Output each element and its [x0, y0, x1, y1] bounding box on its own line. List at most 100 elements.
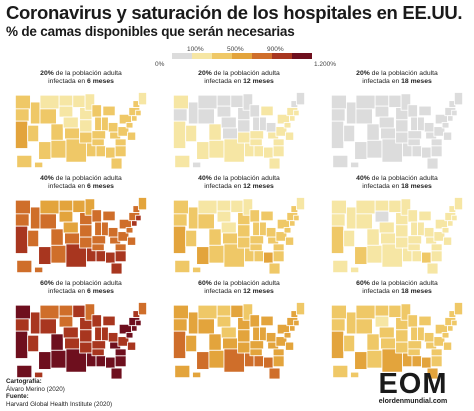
state-shape	[172, 213, 188, 227]
state-shape	[230, 94, 244, 108]
state-shape	[208, 228, 222, 246]
legend-swatch	[252, 53, 272, 59]
state-shape	[137, 92, 148, 106]
state-shape	[355, 213, 373, 230]
state-shape	[374, 210, 390, 223]
us-choropleth-map	[172, 302, 306, 379]
scenario-period: 12 meses	[243, 183, 274, 190]
state-shape	[332, 364, 349, 379]
state-shape	[110, 262, 123, 274]
state-shape	[27, 334, 40, 353]
state-shape	[208, 333, 222, 351]
state-shape	[423, 332, 435, 343]
scenario-period: 12 meses	[243, 288, 274, 295]
state-shape	[39, 304, 60, 320]
state-shape	[259, 326, 267, 342]
scenario-period: 6 meses	[87, 288, 114, 295]
state-shape	[443, 236, 453, 246]
state-shape	[105, 251, 116, 264]
state-shape	[110, 157, 123, 169]
state-shape	[172, 225, 187, 254]
state-shape	[330, 94, 347, 110]
state-shape	[330, 120, 345, 149]
state-shape	[265, 332, 277, 343]
state-shape	[38, 351, 52, 370]
state-shape	[411, 145, 423, 158]
state-shape	[374, 105, 390, 118]
state-shape	[441, 227, 450, 234]
state-shape	[407, 104, 418, 118]
state-shape	[174, 364, 191, 379]
cartography-label: Cartografía:	[6, 378, 42, 385]
state-shape	[388, 94, 402, 108]
state-shape	[378, 221, 395, 234]
state-shape	[421, 251, 432, 264]
scenario-line1: de la población adulta	[211, 175, 280, 182]
scenario-line2: infectada en	[362, 78, 402, 85]
state-shape	[252, 221, 260, 237]
state-shape	[101, 326, 109, 342]
state-shape	[259, 116, 267, 132]
state-shape	[441, 332, 450, 339]
state-shape	[16, 259, 33, 274]
legend-swatch	[192, 53, 212, 59]
state-shape	[253, 250, 265, 263]
state-shape	[350, 266, 360, 274]
state-shape	[237, 131, 251, 144]
state-shape	[174, 259, 191, 274]
us-choropleth-map	[330, 197, 464, 274]
state-shape	[172, 318, 188, 332]
scenario-line2: infectada en	[362, 183, 402, 190]
state-shape	[407, 314, 418, 328]
state-shape	[64, 232, 81, 245]
state-shape	[237, 224, 251, 238]
state-shape	[185, 229, 198, 248]
state-shape	[430, 138, 443, 147]
state-shape	[260, 210, 274, 222]
state-shape	[50, 244, 67, 264]
state-shape	[220, 116, 237, 129]
state-shape	[330, 304, 347, 320]
state-shape	[79, 119, 93, 133]
state-shape	[275, 336, 288, 347]
state-shape	[423, 227, 435, 238]
state-shape	[411, 250, 423, 263]
state-shape	[263, 251, 274, 264]
state-shape	[27, 124, 40, 143]
state-shape	[94, 116, 102, 132]
us-choropleth-map	[172, 92, 306, 169]
scenario-caption: 60% de la población adulta infectada en 1…	[322, 280, 472, 296]
color-legend: 0% 100% 500% 900% 1.200%	[155, 46, 470, 68]
state-shape	[34, 371, 44, 379]
state-shape	[343, 229, 356, 248]
state-shape	[110, 367, 123, 379]
state-shape	[72, 304, 86, 318]
state-shape	[125, 122, 134, 129]
state-shape	[355, 94, 376, 110]
state-shape	[268, 262, 281, 274]
state-shape	[285, 131, 295, 141]
scenario-percent: 20%	[356, 70, 370, 77]
state-shape	[14, 199, 31, 215]
state-shape	[260, 105, 274, 117]
state-shape	[185, 334, 198, 353]
state-shape	[272, 145, 285, 158]
scenario-line2: infectada en	[48, 78, 88, 85]
scenario-period: 6 meses	[87, 78, 114, 85]
state-shape	[58, 210, 74, 223]
state-shape	[79, 236, 93, 249]
state-shape	[84, 198, 96, 216]
scenario-caption: 20% de la población adulta infectada en 1…	[164, 70, 314, 86]
state-shape	[117, 231, 130, 242]
scenario-caption: 20% de la población adulta infectada en 1…	[322, 70, 472, 86]
state-shape	[330, 199, 347, 215]
state-shape	[426, 262, 439, 274]
state-shape	[64, 127, 81, 140]
state-shape	[208, 139, 225, 159]
state-shape	[188, 311, 199, 335]
state-shape	[14, 318, 30, 332]
scenario-percent: 40%	[40, 175, 54, 182]
state-shape	[95, 145, 107, 158]
state-shape	[253, 145, 265, 158]
state-shape	[354, 351, 368, 370]
